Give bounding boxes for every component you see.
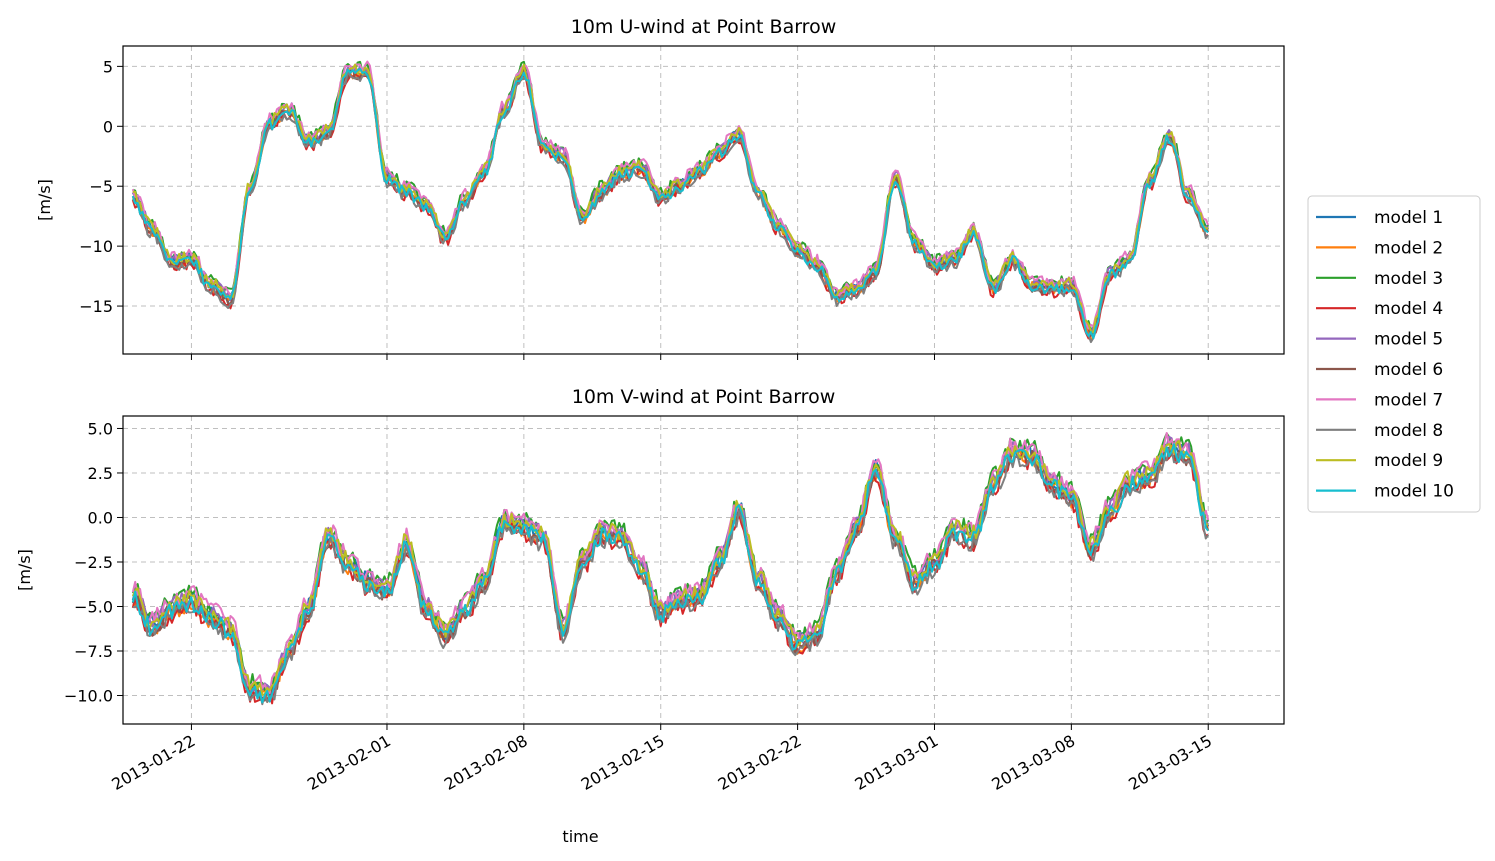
legend-label: model 3 [1374, 269, 1443, 289]
y-tick-label: 0 [103, 117, 113, 136]
series-line-model-10 [131, 443, 1209, 704]
y-tick-label: −2.5 [74, 553, 113, 572]
legend-label: model 7 [1374, 390, 1443, 410]
series-line-model-9 [131, 439, 1209, 696]
legend-item: model 10 [1316, 482, 1454, 502]
legend-label: model 4 [1374, 299, 1443, 319]
legend-label: model 9 [1374, 451, 1443, 471]
legend-item: model 8 [1316, 421, 1443, 441]
legend-item: model 2 [1316, 238, 1443, 258]
legend-item: model 6 [1316, 360, 1443, 380]
x-tick-label: 2013-03-15 [1125, 731, 1215, 794]
y-tick-label: −10 [79, 237, 113, 256]
legend-box [1307, 195, 1481, 513]
y-axis-label: [m/s] [35, 179, 54, 221]
x-tick-label: 2013-02-15 [578, 731, 668, 794]
x-tick-label: 2013-03-01 [851, 731, 941, 794]
x-tick-label: 2013-02-22 [715, 731, 805, 794]
x-tick-label: 2013-02-01 [304, 731, 394, 794]
legend-label: model 6 [1374, 360, 1443, 380]
y-tick-label: 5.0 [88, 419, 113, 438]
y-tick-label: −5.0 [74, 597, 113, 616]
series-line-model-4 [131, 452, 1209, 705]
legend-label: model 10 [1374, 482, 1454, 502]
y-tick-label: 5 [103, 57, 113, 76]
legend-label: model 5 [1374, 330, 1443, 350]
series-line-model-8 [132, 447, 1210, 706]
legend-item: model 3 [1316, 269, 1443, 289]
legend: model 1 model 2 model 3 model 4 model 5 model… [1307, 195, 1481, 513]
series-line-model-10 [131, 67, 1209, 340]
y-tick-label: −7.5 [74, 642, 113, 661]
u-wind-panel: 5 0 −5 −10 −15 10m U-wind at Point Barrow [m/s… [35, 16, 1285, 360]
y-axis-label: [m/s] [15, 549, 34, 591]
x-tick-label: 2013-02-08 [441, 731, 531, 794]
v-wind-panel: 5.0 2.5 0.0 −2.5 −5.0 −7.5 −10.0 10m V-wind at … [15, 386, 1285, 846]
chart-title: 10m V-wind at Point Barrow [572, 386, 836, 408]
legend-item: model 4 [1316, 299, 1443, 319]
legend-item: model 1 [1316, 208, 1443, 228]
y-tick-label: −15 [79, 297, 113, 316]
y-tick-label: −10.0 [64, 687, 113, 706]
y-tick-label: −5 [89, 177, 113, 196]
y-tick-label: 2.5 [88, 464, 113, 483]
legend-label: model 8 [1374, 421, 1443, 441]
legend-item: model 5 [1316, 330, 1443, 350]
legend-label: model 2 [1374, 238, 1443, 258]
x-tick-label: 2013-03-08 [988, 731, 1078, 794]
legend-label: model 1 [1374, 208, 1443, 228]
legend-item: model 9 [1316, 451, 1443, 471]
plot-frame [122, 415, 1285, 725]
legend-item: model 7 [1316, 390, 1443, 410]
x-axis-label: time [562, 827, 598, 846]
y-tick-label: 0.0 [88, 508, 113, 527]
x-tick-label: 2013-01-22 [108, 731, 198, 794]
plot-frame [122, 45, 1285, 355]
chart-title: 10m U-wind at Point Barrow [571, 16, 837, 38]
